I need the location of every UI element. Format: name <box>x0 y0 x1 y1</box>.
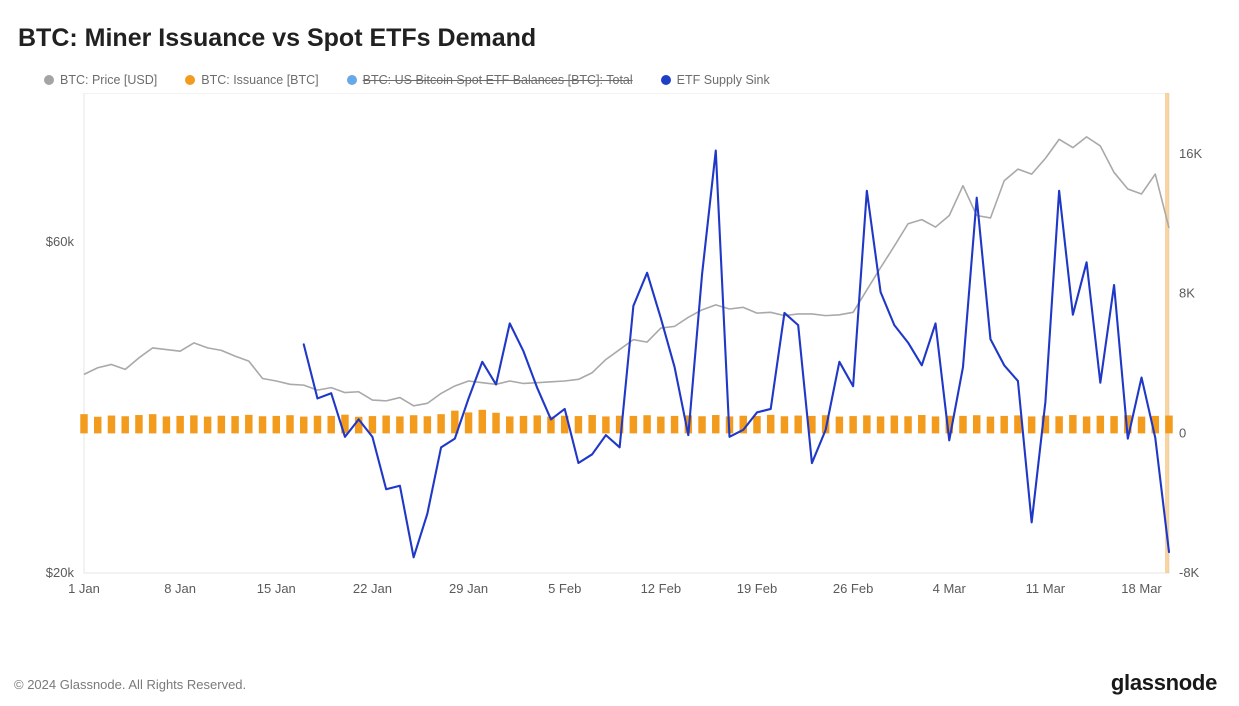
svg-text:0: 0 <box>1179 425 1186 440</box>
svg-text:8 Jan: 8 Jan <box>164 581 196 596</box>
legend-item[interactable]: BTC: Issuance [BTC] <box>185 73 318 87</box>
brand-logo: glassnode <box>1111 670 1217 696</box>
svg-text:5 Feb: 5 Feb <box>548 581 581 596</box>
svg-text:$20k: $20k <box>46 565 75 580</box>
svg-text:15 Jan: 15 Jan <box>257 581 296 596</box>
svg-text:16K: 16K <box>1179 146 1202 161</box>
legend-label: ETF Supply Sink <box>677 73 770 87</box>
legend-item[interactable]: BTC: Price [USD] <box>44 73 157 87</box>
svg-text:26 Feb: 26 Feb <box>833 581 873 596</box>
legend-swatch <box>661 75 671 85</box>
legend-label: BTC: Price [USD] <box>60 73 157 87</box>
legend-label: BTC: Issuance [BTC] <box>201 73 318 87</box>
svg-text:18 Mar: 18 Mar <box>1121 581 1162 596</box>
legend: BTC: Price [USD] BTC: Issuance [BTC] BTC: … <box>44 73 1219 87</box>
legend-swatch <box>185 75 195 85</box>
svg-text:12 Feb: 12 Feb <box>641 581 681 596</box>
legend-swatch <box>44 75 54 85</box>
svg-text:8K: 8K <box>1179 286 1195 301</box>
chart-title: BTC: Miner Issuance vs Spot ETFs Demand <box>18 24 1219 53</box>
svg-text:29 Jan: 29 Jan <box>449 581 488 596</box>
legend-item[interactable]: BTC: US Bitcoin Spot ETF Balances [BTC]:… <box>347 73 633 87</box>
legend-label: BTC: US Bitcoin Spot ETF Balances [BTC]:… <box>363 73 633 87</box>
svg-text:19 Feb: 19 Feb <box>737 581 777 596</box>
legend-item[interactable]: ETF Supply Sink <box>661 73 770 87</box>
svg-text:1 Jan: 1 Jan <box>68 581 100 596</box>
svg-text:$60k: $60k <box>46 234 75 249</box>
svg-text:22 Jan: 22 Jan <box>353 581 392 596</box>
svg-text:4 Mar: 4 Mar <box>933 581 967 596</box>
svg-text:-8K: -8K <box>1179 565 1200 580</box>
legend-swatch <box>347 75 357 85</box>
chart-svg: $60k $20k 16K 8K 0 -8K 1 Jan 8 Jan 15 Jan 22 Jan 2… <box>14 93 1219 603</box>
footer-copyright: © 2024 Glassnode. All Rights Reserved. <box>14 677 246 692</box>
chart-area: $60k $20k 16K 8K 0 -8K 1 Jan 8 Jan 15 Jan 22 Jan 2… <box>14 93 1219 603</box>
svg-text:11 Mar: 11 Mar <box>1026 581 1066 596</box>
